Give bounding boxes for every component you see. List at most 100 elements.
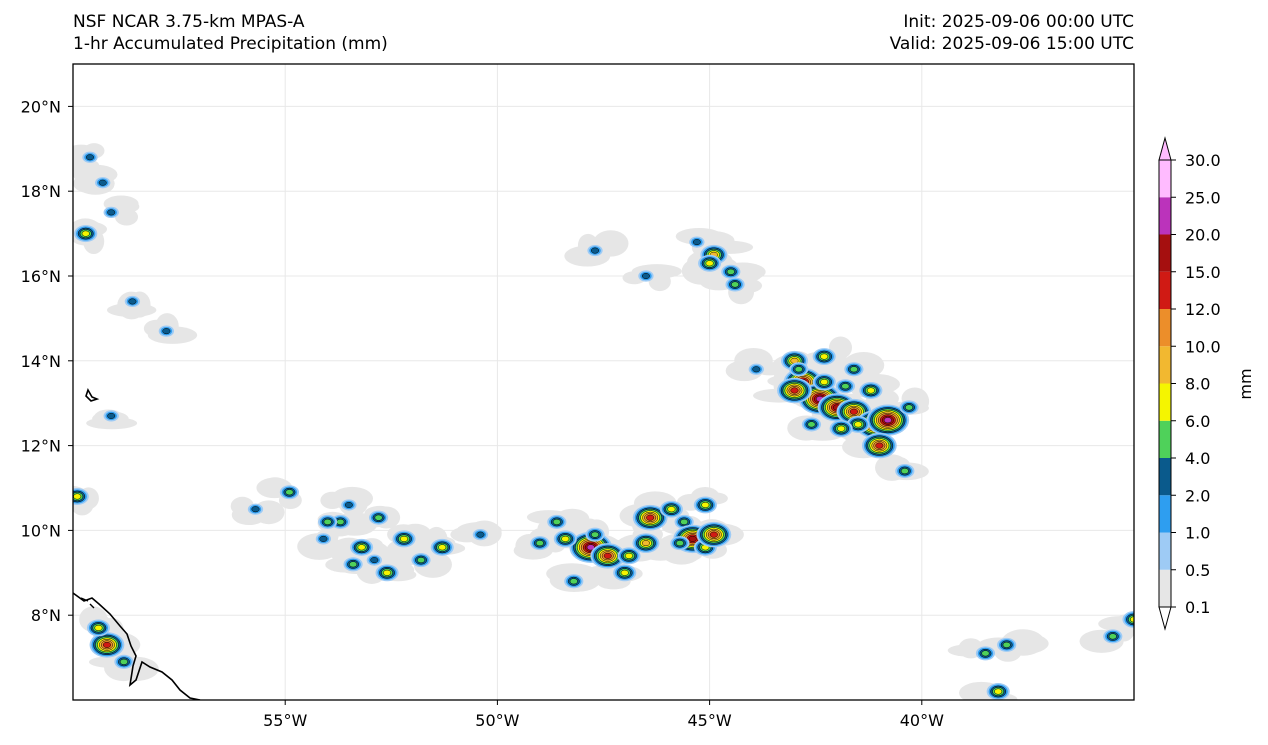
graticule <box>73 64 1134 700</box>
precip-cell <box>561 535 570 542</box>
colorbar-segment <box>1159 234 1171 272</box>
precip-cell <box>641 540 650 547</box>
precip-cell <box>820 379 829 385</box>
precip-cell <box>807 421 816 428</box>
lon-tick-label: 45°W <box>688 711 732 730</box>
precip-cell <box>688 535 697 542</box>
precip-cell <box>323 518 332 525</box>
colorbar-segment <box>1159 495 1171 533</box>
precip-cell <box>866 387 875 394</box>
coastline <box>73 388 201 700</box>
colorbar-level-label: 6.0 <box>1185 412 1210 431</box>
precip-cell <box>705 260 714 267</box>
lat-tick-label: 14°N <box>21 352 61 371</box>
precip-cell <box>119 658 128 665</box>
colorbar-level-label: 20.0 <box>1185 226 1221 245</box>
precip-cell <box>794 366 803 373</box>
colorbar-segment <box>1159 532 1171 570</box>
light-precip-patch <box>114 208 139 226</box>
precip-cell <box>552 518 561 525</box>
colorbar-level-label: 4.0 <box>1185 449 1210 468</box>
colorbar: 0.1 0.5 1.0 2.0 4.0 6.0 8.0 10.0 12.0 15.0 20.0 25.… <box>1158 136 1221 631</box>
axis-ticks: 55°W 50°W 45°W 40°W 20°N 18°N 16°N 14°N 12°N 10°N… <box>21 97 944 730</box>
precip-cell <box>667 506 676 513</box>
precip-cell <box>849 366 858 373</box>
precip-cell <box>1130 616 1134 623</box>
colorbar-level-label: 25.0 <box>1185 188 1221 207</box>
precip-cell <box>569 578 578 585</box>
precip-cell <box>854 421 863 428</box>
light-precip-patch <box>320 491 345 509</box>
precip-cell <box>875 442 884 449</box>
precip-cell <box>726 268 735 275</box>
south-america-coast <box>73 592 201 700</box>
colorbar-extend-max <box>1158 136 1172 161</box>
precip-cell <box>841 383 850 390</box>
lat-tick-label: 18°N <box>21 182 61 201</box>
map-frame <box>72 63 1135 701</box>
precip-cell <box>336 518 345 525</box>
precip-cell <box>162 328 171 335</box>
precip-cell <box>400 535 409 542</box>
light-precip-patch <box>734 347 773 374</box>
precip-cell <box>285 489 294 496</box>
field-name: 1-hr Accumulated Precipitation (mm) <box>73 34 388 54</box>
precip-cell <box>102 641 111 648</box>
precip-cell <box>849 408 858 415</box>
precip-cell <box>357 544 366 551</box>
light-precip-patch <box>304 538 339 553</box>
colorbar-level-label: 8.0 <box>1185 375 1210 394</box>
colorbar-extend-min <box>1158 606 1172 631</box>
precip-cell <box>349 561 358 568</box>
precip-cell <box>107 412 116 419</box>
precip-cell <box>641 273 650 279</box>
colorbar-segment <box>1159 569 1171 607</box>
lon-tick-label: 55°W <box>263 711 307 730</box>
colorbar-segment <box>1159 420 1171 458</box>
colorbar-segment <box>1159 197 1171 235</box>
island-barbados <box>85 388 100 402</box>
map-background <box>73 64 1134 700</box>
colorbar-level-label: 10.0 <box>1185 337 1221 356</box>
precip-cell <box>98 179 107 186</box>
precip-cell <box>591 247 600 254</box>
colorbar-level-label: 2.0 <box>1185 486 1210 505</box>
precip-cell <box>535 540 544 547</box>
precip-cell <box>344 501 353 508</box>
colorbar-segment <box>1159 458 1171 496</box>
precip-cell <box>586 544 595 551</box>
precip-cell <box>752 366 761 373</box>
precip-cell <box>624 552 633 559</box>
precip-cell <box>790 387 799 394</box>
precip-cell <box>85 154 94 161</box>
precip-cell <box>900 468 909 475</box>
lon-tick-label: 40°W <box>900 711 944 730</box>
precip-cell <box>591 531 600 538</box>
lat-tick-label: 8°N <box>31 606 61 625</box>
colorbar-level-label: 0.5 <box>1185 561 1210 580</box>
precip-cell <box>128 298 137 305</box>
colorbar-level-label: 0.1 <box>1185 598 1210 617</box>
precip-cell <box>94 624 103 631</box>
init-time: Init: 2025-09-06 00:00 UTC <box>903 12 1134 32</box>
precip-cell <box>620 569 629 576</box>
lat-tick-label: 16°N <box>21 267 61 286</box>
precip-cell <box>417 557 426 564</box>
colorbar-segment <box>1159 383 1171 421</box>
coast-detail <box>80 597 95 609</box>
precip-cell <box>1002 641 1011 648</box>
model-name: NSF NCAR 3.75-km MPAS-A <box>73 12 305 32</box>
precip-cell <box>646 514 655 521</box>
colorbar-level-label: 30.0 <box>1185 151 1221 170</box>
precip-cell <box>692 239 701 246</box>
colorbar-level-label: 15.0 <box>1185 263 1221 282</box>
precip-cell <box>107 209 116 216</box>
lat-tick-label: 12°N <box>21 437 61 456</box>
precip-cell <box>820 353 829 360</box>
light-precip-patch <box>1098 616 1134 632</box>
precip-cell <box>675 540 684 547</box>
precip-cell <box>981 650 990 657</box>
header-right: Init: 2025-09-06 00:00 UTC Valid: 2025-0… <box>890 11 1134 55</box>
colorbar-segment <box>1159 309 1171 347</box>
